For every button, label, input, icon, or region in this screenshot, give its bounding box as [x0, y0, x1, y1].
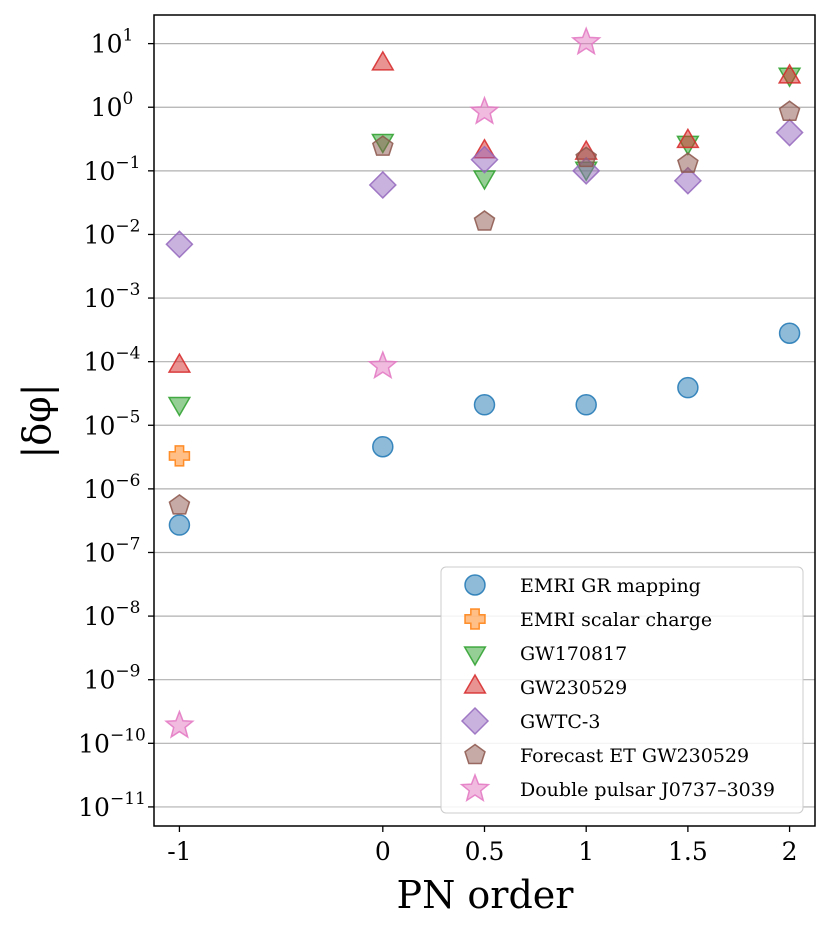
data-point [775, 118, 804, 147]
y-tick-label: 101 [91, 26, 134, 59]
data-point [778, 322, 801, 344]
data-point [470, 145, 499, 174]
x-tick-label: 0 [375, 837, 391, 866]
data-point [372, 435, 394, 458]
x-tick-label: 2 [782, 837, 798, 866]
y-tick-label: 10−4 [84, 344, 141, 377]
y-tick-label: 10−3 [84, 280, 141, 313]
legend-marker [464, 608, 486, 630]
data-point [371, 135, 394, 156]
y-tick-label: 10−6 [84, 471, 141, 504]
legend-marker [463, 646, 487, 667]
y-tick-label: 100 [91, 89, 134, 122]
legend-label: Forecast ET GW230529 [520, 745, 749, 767]
series-gw170817 [167, 67, 802, 417]
data-point [371, 50, 395, 71]
legend-label: EMRI scalar charge [520, 609, 712, 631]
data-point [168, 445, 191, 467]
legend-marker [464, 574, 486, 596]
data-marks [164, 26, 804, 739]
x-tick-label: 1 [578, 837, 594, 866]
legend: EMRI GR mapping EMRI scalar charge GW17081… [440, 566, 804, 814]
data-point [168, 493, 191, 515]
y-tick-label: 10−10 [78, 725, 146, 758]
data-point [164, 709, 195, 739]
data-point [473, 394, 496, 416]
legend-box [440, 566, 804, 814]
legend-marker [459, 772, 491, 803]
data-point [673, 166, 702, 195]
data-point [167, 352, 192, 373]
data-point [778, 100, 801, 121]
x-axis-ticks: -1 0 0.5 1 1.5 2 [167, 826, 798, 866]
data-point [367, 350, 399, 380]
data-point [575, 146, 598, 168]
legend-label: GWTC-3 [520, 711, 600, 733]
data-point [167, 396, 192, 417]
series-double-pulsar-j0737-3039 [164, 26, 602, 739]
x-tick-label: -1 [167, 837, 191, 866]
data-point [473, 210, 496, 231]
y-tick-label: 10−11 [78, 789, 146, 822]
x-tick-label: 0.5 [465, 837, 505, 866]
y-tick-label: 10−2 [84, 216, 141, 249]
legend-marker [460, 706, 490, 736]
y-axis-ticks: 101 100 10−1 10−2 10−3 10−4 10−5 10−6 10−7 10−8 10… [78, 26, 154, 822]
data-point [368, 170, 397, 200]
legend-label: EMRI GR mapping [520, 575, 701, 597]
y-tick-label: 10−9 [84, 662, 141, 695]
series-emri-gr-mapping [168, 322, 801, 536]
series-forecast-et-gw230529 [168, 100, 801, 515]
series-emri-scalar-charge [168, 445, 191, 467]
data-point [677, 376, 699, 399]
data-point [469, 95, 500, 125]
data-point [570, 26, 602, 56]
data-point [676, 127, 700, 149]
y-tick-label: 10−7 [84, 534, 141, 567]
data-point [575, 394, 597, 416]
legend-label: GW170817 [520, 643, 627, 665]
legend-marker [463, 673, 487, 694]
legend-marker [464, 743, 486, 765]
data-point [677, 152, 699, 173]
data-point [168, 514, 191, 536]
data-point [165, 230, 194, 259]
y-tick-label: 10−8 [84, 598, 141, 631]
legend-label: Double pulsar J0737–3039 [520, 779, 775, 801]
y-axis-label: |δφ| [15, 383, 59, 458]
y-tick-label: 10−5 [84, 407, 141, 440]
x-axis-label: PN order [397, 873, 575, 917]
y-tick-label: 10−1 [84, 153, 141, 186]
legend-label: GW230529 [520, 677, 627, 699]
x-tick-label: 1.5 [668, 837, 708, 866]
data-point [777, 63, 802, 84]
